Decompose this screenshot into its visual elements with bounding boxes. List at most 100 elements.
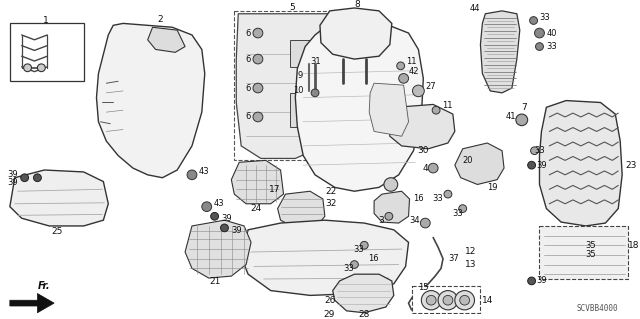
Polygon shape	[231, 160, 284, 204]
Text: 6: 6	[246, 55, 251, 63]
Text: 10: 10	[292, 86, 303, 95]
Text: 39: 39	[7, 178, 18, 187]
Polygon shape	[295, 23, 423, 191]
Circle shape	[211, 212, 218, 220]
Text: 16: 16	[413, 195, 424, 204]
Circle shape	[536, 43, 543, 50]
Bar	[412, 286, 481, 313]
Text: 42: 42	[408, 67, 419, 76]
Text: 5: 5	[289, 4, 295, 12]
Text: 33: 33	[432, 195, 443, 204]
Circle shape	[530, 17, 538, 24]
Circle shape	[253, 112, 263, 122]
Circle shape	[516, 114, 527, 126]
Text: 13: 13	[465, 260, 476, 269]
Text: 44: 44	[470, 4, 481, 13]
Polygon shape	[540, 100, 622, 226]
Text: 8: 8	[355, 0, 360, 9]
Circle shape	[187, 170, 197, 180]
Circle shape	[20, 174, 29, 182]
Text: 39: 39	[221, 214, 232, 223]
Polygon shape	[333, 274, 394, 313]
Circle shape	[24, 64, 31, 72]
Text: 40: 40	[547, 28, 557, 38]
Polygon shape	[236, 14, 353, 159]
Bar	[10, 23, 84, 81]
Circle shape	[438, 291, 458, 310]
Circle shape	[202, 202, 212, 211]
Text: 24: 24	[250, 204, 262, 213]
Text: 33: 33	[547, 42, 557, 51]
Text: 14: 14	[483, 296, 493, 305]
Bar	[540, 226, 628, 279]
Text: 33: 33	[452, 209, 463, 218]
Text: 4: 4	[422, 164, 428, 173]
Text: 22: 22	[325, 187, 336, 196]
Text: 33: 33	[343, 264, 354, 273]
Bar	[291, 40, 328, 67]
Polygon shape	[374, 191, 410, 223]
Text: 28: 28	[358, 310, 370, 319]
Text: 20: 20	[462, 156, 473, 165]
Text: 2: 2	[157, 15, 163, 24]
Circle shape	[253, 83, 263, 93]
Text: 33: 33	[353, 245, 364, 254]
Text: 34: 34	[410, 216, 420, 225]
Circle shape	[360, 241, 368, 249]
Text: SCVBB4000: SCVBB4000	[577, 304, 618, 313]
Polygon shape	[241, 220, 408, 295]
Text: 25: 25	[51, 227, 63, 236]
Text: 6: 6	[246, 113, 251, 122]
Polygon shape	[185, 220, 251, 278]
Text: 18: 18	[628, 241, 639, 250]
Text: 12: 12	[465, 248, 476, 256]
Circle shape	[384, 178, 397, 191]
Circle shape	[428, 163, 438, 173]
Text: 33: 33	[540, 13, 550, 22]
Text: 41: 41	[506, 113, 516, 122]
Circle shape	[527, 277, 536, 285]
Circle shape	[221, 224, 228, 232]
Text: 31: 31	[310, 57, 321, 66]
Circle shape	[460, 295, 470, 305]
Circle shape	[443, 295, 453, 305]
Polygon shape	[389, 104, 455, 149]
Text: 21: 21	[209, 278, 220, 286]
Text: 39: 39	[7, 170, 18, 179]
Text: 11: 11	[442, 101, 452, 110]
Polygon shape	[481, 11, 520, 93]
Text: 29: 29	[323, 310, 335, 319]
Circle shape	[444, 190, 452, 198]
Text: 39: 39	[536, 161, 547, 170]
Circle shape	[399, 74, 408, 83]
Circle shape	[311, 89, 319, 97]
Polygon shape	[369, 83, 408, 136]
Polygon shape	[455, 143, 504, 184]
Text: 3: 3	[378, 216, 384, 225]
Bar	[291, 93, 328, 127]
Text: 1: 1	[44, 16, 49, 25]
Circle shape	[413, 85, 424, 97]
Text: 35: 35	[586, 250, 596, 259]
Circle shape	[253, 54, 263, 64]
Text: 6: 6	[246, 84, 251, 93]
Text: 15: 15	[418, 283, 429, 292]
Circle shape	[253, 28, 263, 38]
Polygon shape	[148, 27, 185, 52]
Text: 19: 19	[487, 183, 497, 192]
Circle shape	[455, 291, 474, 310]
Text: 26: 26	[324, 296, 335, 305]
Text: 16: 16	[369, 254, 379, 263]
Circle shape	[459, 205, 467, 212]
Circle shape	[421, 291, 441, 310]
Text: 7: 7	[521, 103, 527, 112]
Text: 27: 27	[426, 82, 436, 91]
Text: 37: 37	[448, 254, 459, 263]
Circle shape	[426, 295, 436, 305]
Circle shape	[534, 28, 545, 38]
Polygon shape	[97, 23, 205, 178]
Circle shape	[397, 62, 404, 70]
Text: 43: 43	[199, 167, 209, 176]
Text: 43: 43	[214, 199, 224, 208]
Text: 9: 9	[298, 71, 303, 80]
